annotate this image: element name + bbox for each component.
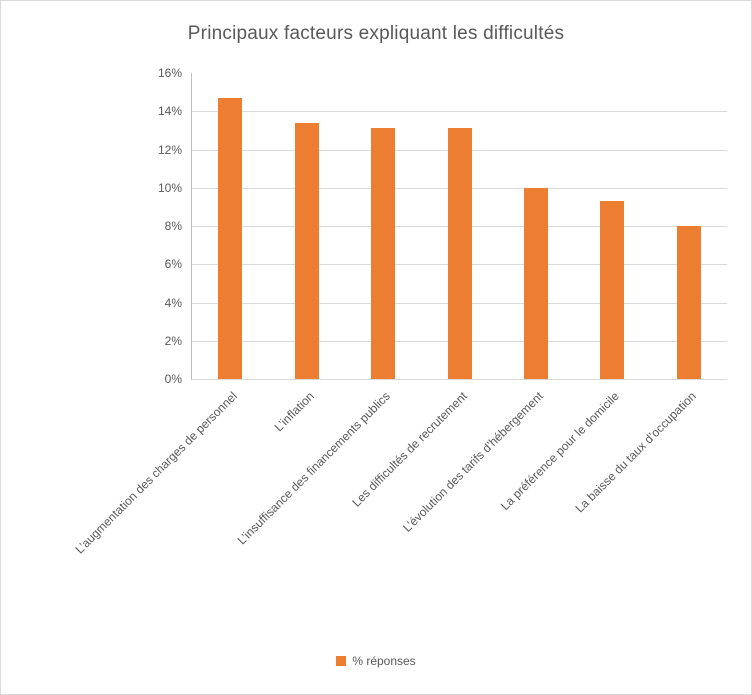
gridline xyxy=(192,111,727,113)
bar-series-3 xyxy=(447,128,472,379)
chart-title: Principaux facteurs expliquant les diffi… xyxy=(187,23,565,44)
legend-label: % réponses xyxy=(352,654,416,668)
y-axis-tick-label: 6% xyxy=(164,257,182,272)
y-axis-tick-label: 0% xyxy=(164,372,182,386)
bar-series-2 xyxy=(371,128,396,379)
legend-swatch-icon xyxy=(336,656,347,666)
bar-series-4 xyxy=(523,187,548,379)
y-axis-tick-label: 16% xyxy=(157,66,182,80)
bar-series-0 xyxy=(218,97,243,379)
bar-series-1 xyxy=(294,122,319,379)
y-axis-tick-label: 8% xyxy=(164,219,182,233)
bar-series-6 xyxy=(676,226,701,379)
y-axis-tick-label: 2% xyxy=(164,333,182,348)
plot-area: 0% 2% 4% 6% 8% 10% 12% 14% 16% L’augmentation des… xyxy=(73,66,727,556)
bar-series-5 xyxy=(600,201,625,379)
gridline xyxy=(192,379,727,380)
y-axis-tick-label: 10% xyxy=(157,180,182,195)
y-axis-tick-label: 4% xyxy=(164,295,182,310)
y-axis-tick-label: 14% xyxy=(157,104,182,119)
y-axis-tick-label: 12% xyxy=(157,142,182,157)
legend: % réponses xyxy=(1,654,751,668)
